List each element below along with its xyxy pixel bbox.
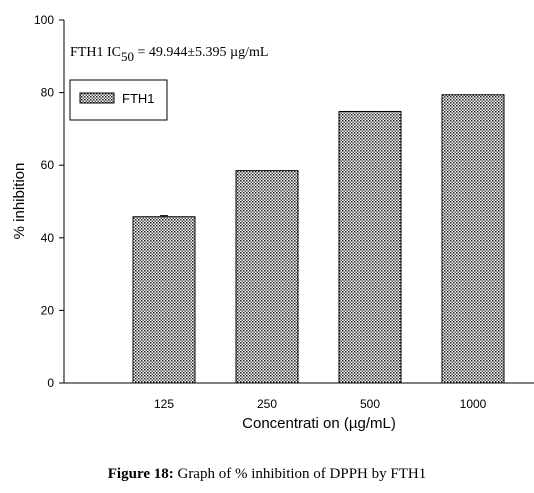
x-ticks: 125 250 500 1000 bbox=[154, 397, 487, 411]
chart: 0 20 40 60 80 100 125 250 500 1000 Concentrati o… bbox=[11, 13, 534, 432]
figure-caption: Figure 18: Graph of % inhibition of DPPH… bbox=[0, 466, 534, 483]
y-axis-title: % inhibition bbox=[11, 163, 28, 240]
bar-250 bbox=[235, 170, 299, 384]
legend-label: FTH1 bbox=[122, 91, 155, 106]
legend-swatch bbox=[79, 92, 115, 104]
caption-label: Figure 18: bbox=[107, 466, 174, 482]
bar-1000 bbox=[441, 94, 505, 384]
ic50-value: = 49.944±5.395 µg/mL bbox=[134, 45, 268, 60]
x-tick-label-125: 125 bbox=[154, 397, 174, 411]
x-tick-label-250: 250 bbox=[257, 397, 277, 411]
bars bbox=[132, 94, 505, 384]
x-axis-title: Concentrati on (µg/mL) bbox=[242, 415, 396, 432]
bar-125 bbox=[132, 216, 196, 384]
y-tick-label: 40 bbox=[41, 231, 55, 245]
y-tick-label: 100 bbox=[34, 13, 54, 27]
legend-box bbox=[69, 79, 168, 121]
y-tick-label: 60 bbox=[41, 158, 55, 172]
y-ticks: 0 20 40 60 80 100 bbox=[34, 13, 64, 390]
x-tick-label-1000: 1000 bbox=[460, 397, 487, 411]
ic50-subscript: 50 bbox=[121, 49, 134, 64]
caption-text: Graph of % inhibition of DPPH by FTH1 bbox=[173, 466, 427, 482]
y-tick-label: 0 bbox=[47, 376, 54, 390]
ic50-prefix: FTH1 IC bbox=[70, 45, 121, 60]
legend: FTH1 bbox=[69, 79, 168, 121]
x-tick-label-500: 500 bbox=[360, 397, 380, 411]
ic50-annotation: FTH1 IC50 = 49.944±5.395 µg/mL bbox=[70, 45, 268, 64]
y-tick-label: 80 bbox=[41, 86, 55, 100]
bar-500 bbox=[338, 110, 402, 384]
y-tick-label: 20 bbox=[41, 303, 55, 317]
